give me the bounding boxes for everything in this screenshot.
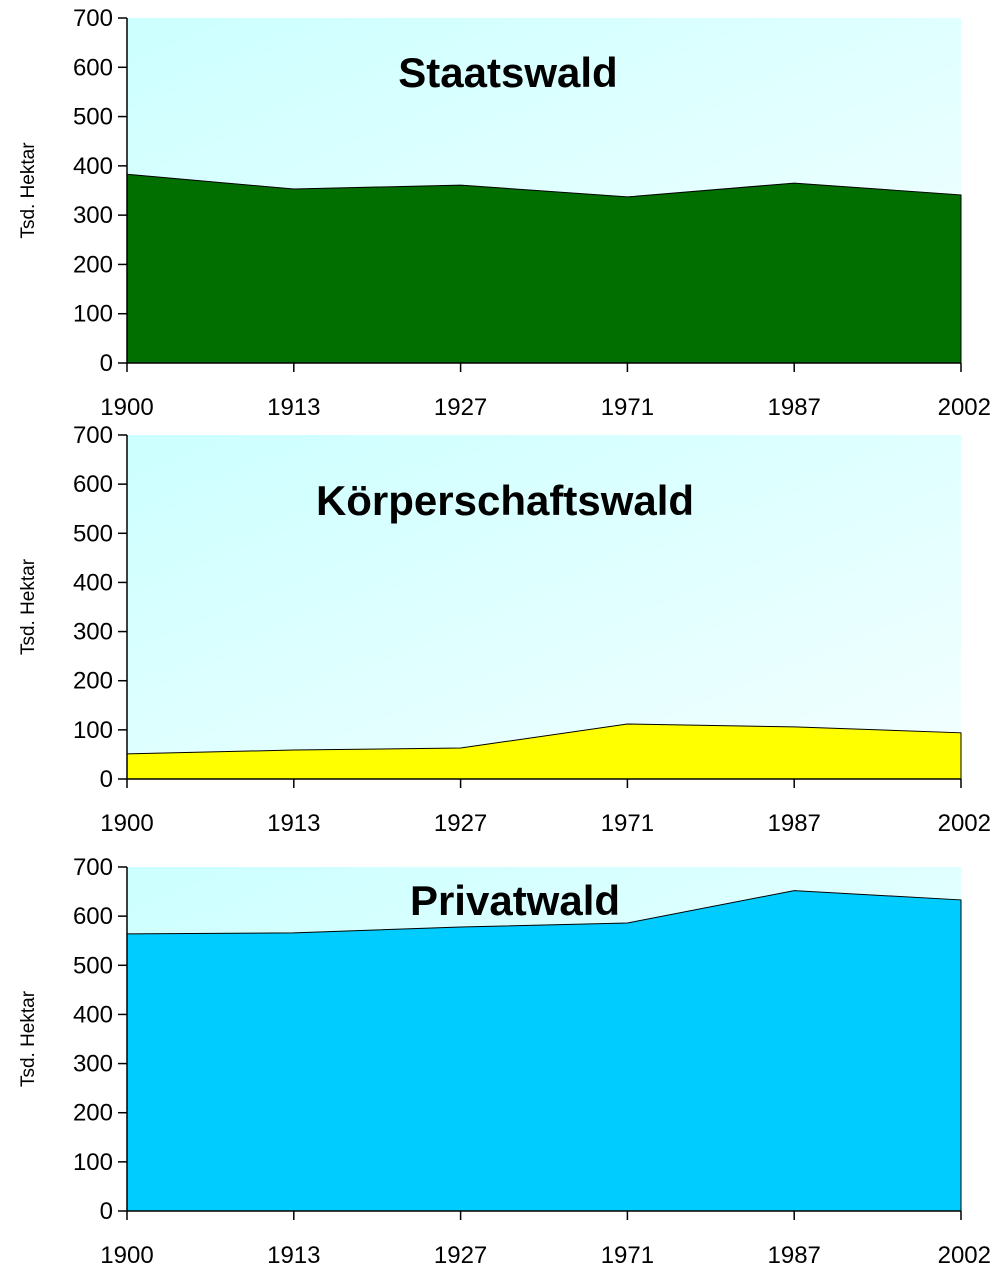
y-axis-label: Tsd. Hektar	[18, 990, 39, 1087]
x-tick-label: 1987	[768, 810, 821, 837]
x-tick-label: 2002	[938, 1242, 991, 1269]
y-tick-label: 500	[73, 952, 113, 979]
x-tick-label: 1900	[100, 1242, 153, 1269]
x-tick-label: 2002	[938, 394, 991, 421]
y-tick-label: 400	[73, 153, 113, 180]
x-tick-label: 1927	[434, 394, 487, 421]
y-tick-label: 300	[73, 202, 113, 229]
y-tick-label: 600	[73, 54, 113, 81]
chart: 0 100 200 300 400 500 600 700 1900 1913 1927 1971 19…	[18, 5, 991, 421]
y-tick-label: 0	[100, 1198, 113, 1225]
x-tick-label: 1971	[601, 810, 654, 837]
x-tick-label: 1927	[434, 810, 487, 837]
x-tick-label: 1913	[267, 394, 320, 421]
chart-title: Staatswald	[398, 49, 617, 96]
y-tick-label: 400	[73, 569, 113, 596]
y-tick-label: 300	[73, 619, 113, 646]
x-tick-label: 1987	[768, 1242, 821, 1269]
x-tick-label: 1913	[267, 1242, 320, 1269]
area	[126, 723, 962, 780]
x-tick-label: 1987	[768, 394, 821, 421]
y-tick-label: 200	[73, 1100, 113, 1127]
y-axis-label: Tsd. Hektar	[18, 558, 39, 655]
x-tick-label: 1900	[100, 394, 153, 421]
y-tick-label: 700	[73, 854, 113, 881]
y-axis-label: Tsd. Hektar	[18, 142, 39, 239]
y-tick-label: 100	[73, 717, 113, 744]
x-tick-label: 1971	[601, 394, 654, 421]
y-tick-label: 600	[73, 471, 113, 498]
x-tick-label: 1900	[100, 810, 153, 837]
area	[126, 173, 962, 364]
x-tick-label: 1913	[267, 810, 320, 837]
y-tick-label: 500	[73, 520, 113, 547]
chart-title: Privatwald	[410, 877, 620, 924]
y-tick-label: 0	[100, 766, 113, 793]
y-tick-label: 600	[73, 903, 113, 930]
x-tick-label: 2002	[938, 810, 991, 837]
chart: 0 100 200 300 400 500 600 700 1900 1913 1927 1971 19…	[18, 422, 991, 837]
y-tick-label: 200	[73, 668, 113, 695]
y-tick-label: 300	[73, 1051, 113, 1078]
chart-title: Körperschaftswald	[316, 477, 694, 524]
y-tick-label: 100	[73, 301, 113, 328]
y-tick-label: 700	[73, 422, 113, 449]
chart: 0 100 200 300 400 500 600 700 1900 1913 1927 1971 19…	[18, 854, 991, 1269]
x-tick-label: 1971	[601, 1242, 654, 1269]
area	[126, 890, 962, 1212]
y-tick-label: 200	[73, 251, 113, 278]
y-tick-label: 700	[73, 5, 113, 32]
y-tick-label: 100	[73, 1149, 113, 1176]
plot-background	[127, 435, 961, 779]
x-tick-label: 1927	[434, 1242, 487, 1269]
y-tick-label: 500	[73, 104, 113, 131]
y-tick-label: 400	[73, 1001, 113, 1028]
y-tick-label: 0	[100, 350, 113, 377]
